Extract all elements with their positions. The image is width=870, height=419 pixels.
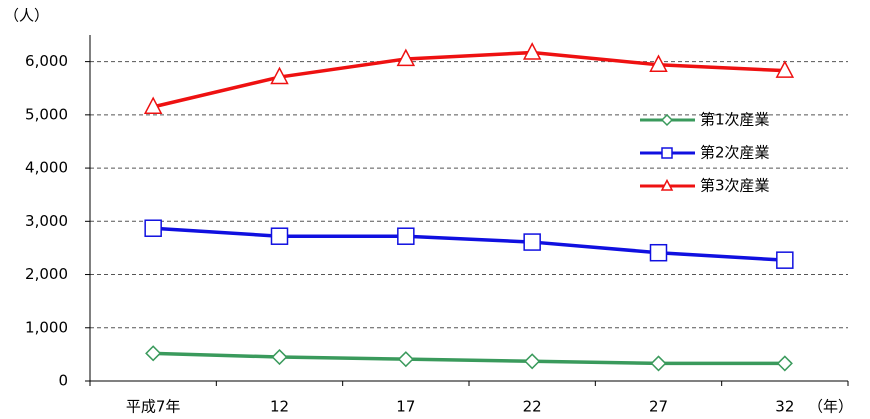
marker xyxy=(397,351,414,368)
series-line xyxy=(152,50,785,109)
marker xyxy=(523,233,541,251)
marker xyxy=(270,66,289,85)
series-line xyxy=(153,226,785,262)
y-tick-label: 2,000 xyxy=(25,265,68,283)
marker xyxy=(649,243,668,262)
marker xyxy=(522,42,542,60)
marker xyxy=(650,355,667,372)
legend-label: 第2次産業 xyxy=(700,144,770,162)
marker xyxy=(660,113,674,127)
y-tick-label: 0 xyxy=(58,372,68,390)
marker xyxy=(396,48,416,67)
legend-label: 第1次産業 xyxy=(700,111,770,129)
marker xyxy=(271,348,288,366)
marker xyxy=(776,355,793,372)
y-unit: （人） xyxy=(4,7,49,25)
x-tick-label: 12 xyxy=(270,398,289,416)
y-tick-label: 6,000 xyxy=(25,52,68,70)
y-tick-label: 5,000 xyxy=(25,105,68,123)
marker xyxy=(270,227,289,245)
marker xyxy=(524,353,541,370)
y-tick-label: 1,000 xyxy=(25,318,68,336)
x-tick-label: 17 xyxy=(396,398,415,416)
x-tick-label: 平成7年 xyxy=(126,398,181,416)
marker xyxy=(660,178,674,191)
marker xyxy=(397,227,415,245)
marker xyxy=(775,60,795,78)
x-tick-label: 22 xyxy=(523,398,542,416)
y-tick-label: 4,000 xyxy=(25,159,68,177)
marker xyxy=(144,219,162,237)
legend-label: 第3次産業 xyxy=(700,177,770,195)
x-tick-label: 32 xyxy=(775,398,794,416)
marker xyxy=(145,345,162,362)
marker xyxy=(661,147,673,159)
x-tick-label: 27 xyxy=(649,398,668,416)
series-line xyxy=(153,351,785,366)
marker xyxy=(143,96,163,115)
y-tick-label: 3,000 xyxy=(25,212,68,230)
x-unit: （年） xyxy=(808,398,853,416)
marker xyxy=(776,251,794,269)
marker xyxy=(649,54,668,72)
